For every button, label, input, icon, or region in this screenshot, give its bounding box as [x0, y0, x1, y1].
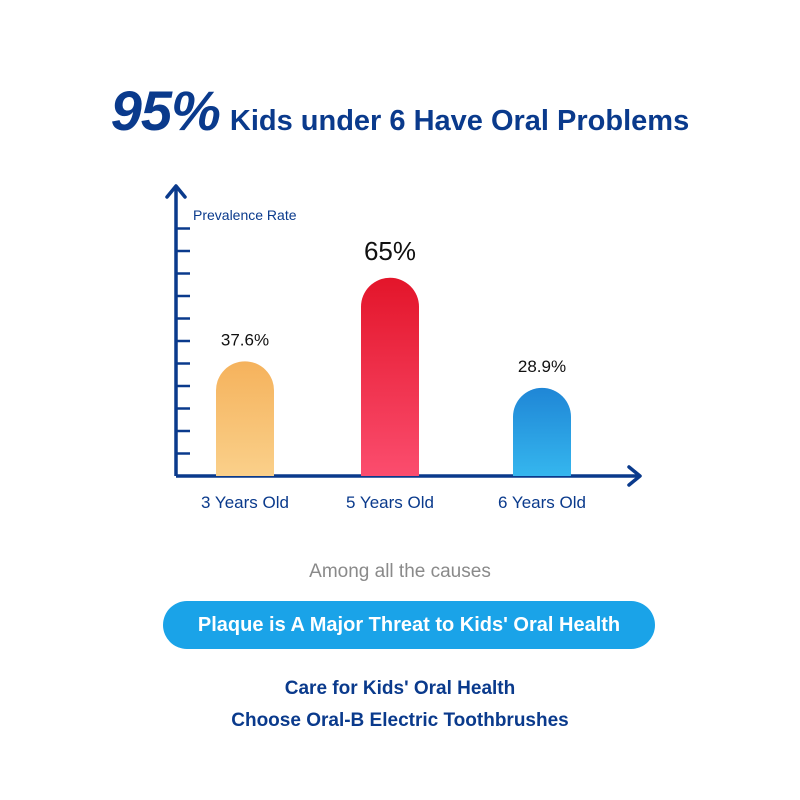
- bar-2: [361, 277, 419, 476]
- headline-text: Kids under 6 Have Oral Problems: [229, 105, 690, 137]
- tagline-choose: Choose Oral-B Electric Toothbrushes: [231, 710, 569, 731]
- tagline-care: Care for Kids' Oral Health: [284, 678, 516, 699]
- causes-text: Among all the causes: [309, 561, 491, 582]
- bar-chart: 37.6% 3 Years Old 65% 5 Years Old 28.9% 6 Yea…: [165, 184, 642, 512]
- bar-1: [216, 361, 274, 476]
- x-axis-arrow: [627, 465, 642, 487]
- plaque-banner: Plaque is A Major Threat to Kids' Oral H…: [163, 601, 655, 649]
- headline-percent: 95%: [110, 79, 221, 142]
- data-label: 28.9%: [518, 357, 566, 376]
- y-axis-label: Prevalence Rate: [193, 207, 297, 223]
- x-tick-label: 3 Years Old: [201, 493, 289, 512]
- headline: 95% Kids under 6 Have Oral Problems: [0, 78, 800, 143]
- data-label: 65%: [364, 236, 416, 266]
- data-label: 37.6%: [221, 330, 269, 349]
- x-tick-label: 5 Years Old: [346, 493, 434, 512]
- chart-bars: 37.6% 3 Years Old 65% 5 Years Old 28.9% 6 Yea…: [201, 236, 586, 512]
- x-tick-label: 6 Years Old: [498, 493, 586, 512]
- y-axis-arrow: [165, 184, 187, 199]
- bar-3: [513, 387, 571, 476]
